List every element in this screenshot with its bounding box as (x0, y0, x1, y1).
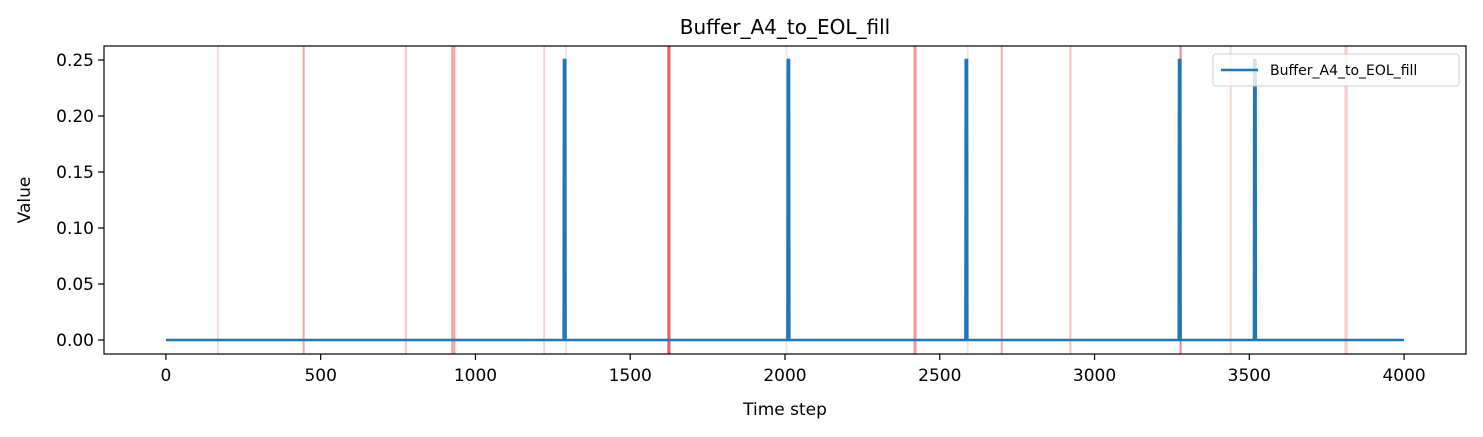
series-line (165, 58, 1405, 342)
x-tick-label: 2000 (763, 366, 806, 386)
x-tick-label: 1000 (454, 366, 497, 386)
y-tick-label: 0.05 (56, 275, 94, 295)
x-axis-label: Time step (742, 400, 827, 420)
y-axis-label: Value (15, 177, 35, 224)
y-axis: 0.00 0.05 0.10 0.15 0.20 0.25 (56, 51, 104, 351)
y-tick-label: 0.20 (56, 107, 94, 127)
x-tick-label: 3000 (1073, 366, 1116, 386)
y-tick-label: 0.00 (56, 331, 94, 351)
chart-title: Buffer_A4_to_EOL_fill (680, 15, 890, 39)
y-tick-label: 0.25 (56, 51, 94, 71)
x-axis: 0 500 1000 1500 2000 2500 3000 3500 4000 (160, 354, 1426, 386)
y-tick-label: 0.15 (56, 163, 94, 183)
series-layer (165, 58, 1405, 342)
x-tick-label: 0 (160, 366, 171, 386)
legend[interactable]: Buffer_A4_to_EOL_fill (1212, 53, 1460, 87)
plot-area (104, 46, 1466, 354)
x-tick-label: 500 (304, 366, 336, 386)
x-tick-label: 3500 (1228, 366, 1271, 386)
x-tick-label: 1500 (609, 366, 652, 386)
legend-box (1212, 53, 1460, 87)
x-tick-label: 4000 (1382, 366, 1425, 386)
legend-label: Buffer_A4_to_EOL_fill (1270, 63, 1417, 79)
x-tick-label: 2500 (918, 366, 961, 386)
y-tick-label: 0.10 (56, 219, 94, 239)
